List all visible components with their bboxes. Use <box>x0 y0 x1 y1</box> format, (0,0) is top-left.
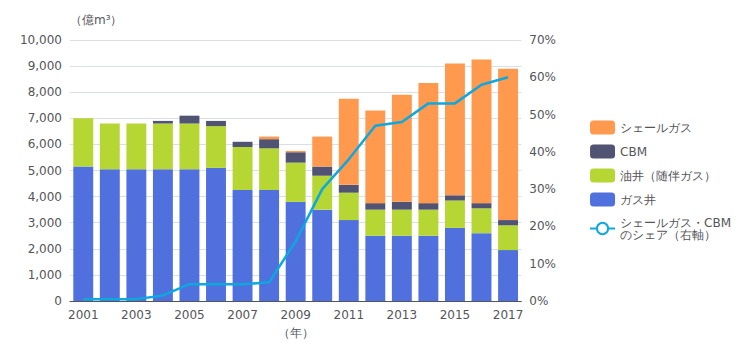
svg-text:1,000: 1,000 <box>28 268 62 282</box>
svg-text:5,000: 5,000 <box>28 164 62 178</box>
svg-text:2007: 2007 <box>227 308 258 322</box>
svg-text:シェールガス: シェールガス <box>620 121 692 135</box>
svg-text:CBM: CBM <box>620 145 647 159</box>
svg-text:9,000: 9,000 <box>28 59 62 73</box>
svg-text:2009: 2009 <box>280 308 311 322</box>
svg-text:3,000: 3,000 <box>28 216 62 230</box>
svg-text:0: 0 <box>54 294 62 308</box>
svg-text:30%: 30% <box>529 182 556 196</box>
svg-text:2005: 2005 <box>174 308 205 322</box>
svg-text:7,000: 7,000 <box>28 111 62 125</box>
svg-text:10%: 10% <box>529 257 556 271</box>
svg-text:2015: 2015 <box>440 308 471 322</box>
svg-text:2001: 2001 <box>68 308 99 322</box>
svg-text:60%: 60% <box>529 70 556 84</box>
svg-text:油井（随伴ガス）: 油井（随伴ガス） <box>620 169 716 183</box>
svg-text:2011: 2011 <box>333 308 364 322</box>
svg-text:4,000: 4,000 <box>28 190 62 204</box>
svg-text:70%: 70% <box>529 33 556 47</box>
svg-text:10,000: 10,000 <box>20 33 62 47</box>
svg-text:2013: 2013 <box>387 308 418 322</box>
svg-text:20%: 20% <box>529 219 556 233</box>
svg-text:8,000: 8,000 <box>28 85 62 99</box>
svg-text:（年）: （年） <box>278 326 314 340</box>
svg-text:ガス井: ガス井 <box>620 193 656 207</box>
svg-text:シェールガス・CBM: シェールガス・CBM <box>620 215 731 230</box>
svg-text:0%: 0% <box>529 294 548 308</box>
svg-text:2017: 2017 <box>493 308 524 322</box>
svg-text:（億m³）: （億m³） <box>70 13 123 27</box>
svg-text:50%: 50% <box>529 108 556 122</box>
svg-text:6,000: 6,000 <box>28 137 62 151</box>
svg-text:のシェア（右軸）: のシェア（右軸） <box>620 228 716 242</box>
svg-text:2003: 2003 <box>121 308 152 322</box>
svg-text:40%: 40% <box>529 145 556 159</box>
svg-text:2,000: 2,000 <box>28 242 62 256</box>
